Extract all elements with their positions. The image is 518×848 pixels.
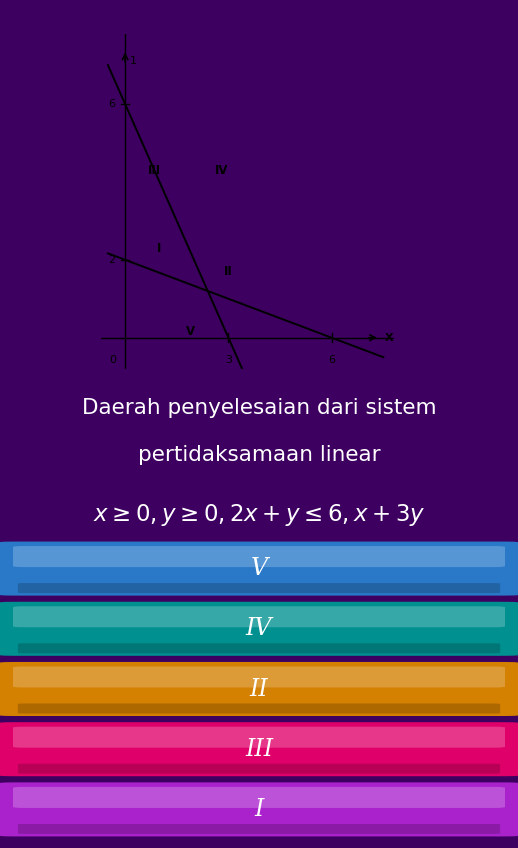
Text: pertidaksamaan linear: pertidaksamaan linear xyxy=(138,445,380,466)
Text: $x \geq 0, y \geq 0, 2x + y \leq 6, x + 3y$: $x \geq 0, y \geq 0, 2x + y \leq 6, x + … xyxy=(93,501,425,527)
Text: 1: 1 xyxy=(131,56,137,66)
FancyBboxPatch shape xyxy=(0,542,518,595)
FancyBboxPatch shape xyxy=(18,764,500,773)
Text: 0: 0 xyxy=(110,355,117,365)
FancyBboxPatch shape xyxy=(13,667,505,688)
FancyBboxPatch shape xyxy=(13,787,505,808)
FancyBboxPatch shape xyxy=(0,662,518,716)
Text: V: V xyxy=(186,326,195,338)
FancyBboxPatch shape xyxy=(0,722,518,776)
Text: III: III xyxy=(245,738,273,761)
FancyBboxPatch shape xyxy=(18,824,500,834)
Text: II: II xyxy=(250,678,268,700)
Text: I: I xyxy=(157,242,162,254)
Text: III: III xyxy=(148,164,161,176)
FancyBboxPatch shape xyxy=(13,546,505,567)
Text: V: V xyxy=(251,557,267,580)
Text: 6: 6 xyxy=(328,355,335,365)
FancyBboxPatch shape xyxy=(18,704,500,713)
FancyBboxPatch shape xyxy=(18,644,500,653)
FancyBboxPatch shape xyxy=(18,583,500,593)
FancyBboxPatch shape xyxy=(13,727,505,748)
Text: X: X xyxy=(385,332,394,343)
Text: I: I xyxy=(254,798,264,821)
Text: 3: 3 xyxy=(225,355,232,365)
Text: Daerah penyelesaian dari sistem: Daerah penyelesaian dari sistem xyxy=(82,398,436,418)
Text: II: II xyxy=(224,265,233,278)
Text: 6: 6 xyxy=(108,99,115,109)
Text: IV: IV xyxy=(246,617,272,640)
Text: IV: IV xyxy=(215,164,228,176)
FancyBboxPatch shape xyxy=(13,606,505,628)
FancyBboxPatch shape xyxy=(0,783,518,836)
Text: 2: 2 xyxy=(108,254,115,265)
FancyBboxPatch shape xyxy=(0,602,518,656)
